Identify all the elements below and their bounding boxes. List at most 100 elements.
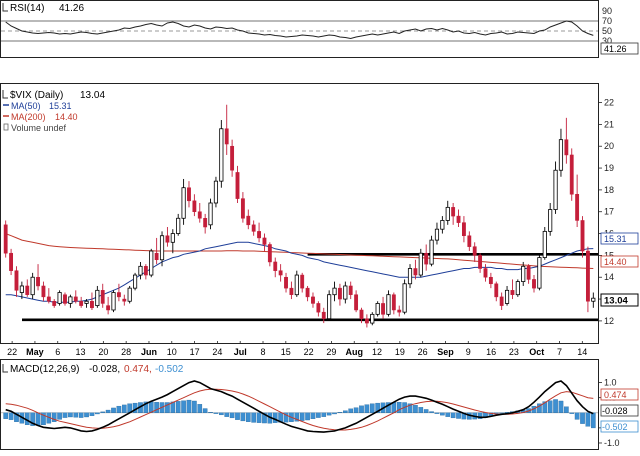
candle-down: [143, 266, 148, 276]
macd-histogram-bar: [407, 403, 413, 413]
ma50-value: 15.31: [49, 101, 72, 111]
candle-down: [580, 220, 585, 252]
macd-histogram-bar: [213, 412, 219, 414]
x-month-label: May: [26, 347, 44, 357]
macd-histogram-bar: [423, 409, 429, 413]
macd-histogram-bar: [456, 412, 461, 419]
macd-histogram-bar: [51, 412, 57, 422]
rsi-y-tick-label: 90: [602, 6, 612, 16]
candle-down: [289, 287, 294, 295]
macd-panel-frame: [0, 359, 599, 450]
ma200-tag-text: 14.40: [604, 257, 627, 267]
candle-down: [488, 276, 493, 285]
x-day-label: 22: [7, 347, 17, 357]
candle-down: [575, 194, 580, 221]
candle-down: [585, 250, 590, 302]
candle-down: [251, 224, 256, 232]
candle-down: [526, 266, 531, 280]
rsi-value-tag: 41.26: [600, 42, 639, 55]
candle-up: [429, 239, 434, 265]
candle-down: [224, 128, 229, 145]
candle-up: [591, 297, 596, 302]
macd-histogram-bar: [41, 412, 46, 426]
macd-histogram-bar: [504, 412, 510, 413]
candle-up: [57, 292, 62, 304]
price-legend: $VIX (Daily) 13.04 MA(50) 15.31 MA(200) …: [2, 90, 105, 133]
candle-up: [170, 233, 175, 243]
candle-up: [370, 313, 375, 324]
macd-y-tick-label: -1.0: [604, 438, 620, 448]
candle-up: [521, 265, 526, 282]
rsi-tag-text: 41.26: [604, 44, 627, 54]
candle-up: [553, 169, 558, 210]
macd-value-3: -0.502: [155, 364, 184, 375]
macd-histogram-bar: [580, 412, 585, 424]
x-day-label: 7: [557, 347, 562, 357]
candle-down: [79, 300, 84, 306]
candle-up: [149, 250, 154, 276]
x-day-label: 29: [326, 347, 336, 357]
macd-histogram-bar: [100, 411, 106, 413]
x-day-label: 14: [577, 347, 587, 357]
ma200-line: [5, 233, 594, 269]
candle-down: [462, 222, 466, 236]
x-month-label: Sep: [437, 347, 454, 357]
macd-signal-tag: 0.474: [600, 388, 639, 401]
macd-histogram-bar: [251, 412, 256, 423]
candle-down: [246, 215, 251, 226]
candle-down: [273, 261, 278, 271]
candle-down: [14, 270, 19, 291]
macd-histogram-bar: [537, 403, 542, 413]
candle-up: [138, 265, 143, 276]
candle-down: [305, 287, 310, 298]
candle-up: [95, 289, 100, 307]
macd-histogram-bar: [186, 399, 192, 413]
rsi-y-tick-label: 70: [602, 16, 612, 26]
price-panel-frame: [0, 83, 599, 344]
macd-histogram-bar: [84, 412, 89, 418]
macd-histogram-bar: [170, 401, 176, 413]
x-day-label: 28: [121, 347, 131, 357]
price-y-tick-label: 14: [604, 272, 614, 282]
x-day-label: 6: [55, 347, 60, 357]
candle-up: [68, 296, 73, 304]
rsi-y-tick-label: 50: [602, 26, 612, 36]
ma200-label: MA(200): [11, 112, 46, 122]
x-month-label: Jun: [141, 347, 157, 357]
candle-down: [116, 292, 121, 298]
candle-down: [52, 300, 57, 306]
macd-histogram-bar: [256, 412, 262, 423]
candle-up: [386, 294, 391, 315]
macd-histogram-bar: [321, 412, 327, 417]
macd-histogram-bar: [294, 412, 300, 422]
candle-up: [402, 283, 407, 313]
macd-value-2: 0.474,: [124, 364, 152, 375]
rsi-y-tick-label: 30: [602, 36, 612, 46]
macd-histogram-bar: [116, 405, 122, 413]
candle-up: [504, 289, 510, 304]
macd-histogram-bar: [8, 412, 14, 420]
macd-histogram-bar: [165, 402, 170, 413]
candle-down: [36, 276, 40, 287]
candle-down: [230, 145, 235, 171]
price-y-tick-label: 22: [604, 98, 614, 108]
candle-down: [203, 218, 208, 228]
macd-histogram-bar: [434, 412, 440, 414]
candle-up: [542, 230, 547, 258]
macd-histogram-bar: [445, 412, 451, 417]
candle-down: [564, 139, 569, 156]
candle-down: [391, 294, 396, 311]
candle-down: [63, 294, 67, 304]
candle-up: [30, 276, 35, 296]
candle-down: [311, 296, 315, 304]
candle-down: [472, 246, 477, 256]
macd-y-tick-label: 1.0: [604, 378, 617, 388]
macd-histogram-bar: [197, 404, 203, 413]
macd-histogram-bar: [429, 411, 434, 413]
candle-down: [424, 252, 429, 265]
candle-up: [332, 287, 337, 296]
price-y-tick-label: 15: [604, 250, 614, 260]
macd-histogram-bar: [326, 412, 332, 416]
rsi-value: 41.26: [59, 3, 84, 14]
